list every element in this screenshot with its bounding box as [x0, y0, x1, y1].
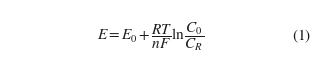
Text: $(1)$: $(1)$	[292, 28, 311, 45]
Text: $E = E_0 + \dfrac{RT}{nF}\ln\dfrac{C_0}{C_R}$: $E = E_0 + \dfrac{RT}{nF}\ln\dfrac{C_0}{…	[97, 20, 204, 53]
